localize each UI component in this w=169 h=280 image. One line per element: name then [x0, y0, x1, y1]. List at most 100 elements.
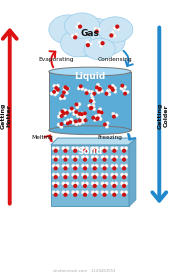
Circle shape	[98, 109, 101, 113]
Circle shape	[71, 190, 75, 194]
Circle shape	[101, 173, 104, 176]
Circle shape	[66, 155, 69, 159]
Circle shape	[109, 88, 112, 91]
Circle shape	[90, 94, 94, 97]
Ellipse shape	[64, 13, 100, 38]
Circle shape	[71, 155, 75, 159]
Circle shape	[124, 164, 128, 168]
Circle shape	[62, 190, 65, 194]
Circle shape	[96, 116, 100, 120]
Circle shape	[93, 27, 97, 31]
Circle shape	[102, 149, 107, 153]
Text: Liquid: Liquid	[74, 72, 105, 81]
Circle shape	[60, 114, 64, 118]
Circle shape	[78, 122, 81, 125]
Circle shape	[122, 193, 126, 197]
Circle shape	[101, 182, 104, 185]
Circle shape	[91, 164, 95, 168]
Circle shape	[83, 114, 86, 117]
Circle shape	[63, 97, 66, 100]
Circle shape	[73, 166, 77, 171]
Circle shape	[66, 119, 70, 122]
Circle shape	[71, 34, 74, 38]
Circle shape	[112, 115, 116, 119]
Circle shape	[112, 193, 116, 197]
Circle shape	[97, 110, 101, 114]
Circle shape	[78, 24, 82, 29]
Circle shape	[66, 146, 69, 150]
Circle shape	[75, 122, 78, 126]
Polygon shape	[51, 138, 136, 145]
Circle shape	[122, 89, 126, 93]
Circle shape	[92, 92, 96, 96]
Text: shutterstock.com · 1128463553: shutterstock.com · 1128463553	[53, 269, 115, 273]
Circle shape	[52, 90, 56, 94]
Circle shape	[114, 182, 118, 185]
Circle shape	[78, 112, 81, 116]
Circle shape	[95, 85, 99, 89]
Circle shape	[72, 109, 75, 112]
Circle shape	[75, 146, 79, 150]
Circle shape	[95, 155, 99, 159]
Circle shape	[111, 84, 114, 87]
Circle shape	[98, 40, 101, 44]
Circle shape	[112, 184, 116, 188]
Circle shape	[66, 164, 69, 168]
Circle shape	[71, 164, 75, 168]
Circle shape	[85, 182, 89, 185]
Circle shape	[120, 182, 124, 185]
Circle shape	[60, 94, 64, 98]
Circle shape	[66, 122, 70, 125]
Circle shape	[95, 182, 99, 185]
Circle shape	[124, 182, 128, 185]
Circle shape	[111, 31, 114, 34]
Circle shape	[92, 108, 96, 111]
Circle shape	[89, 106, 93, 110]
Circle shape	[54, 166, 58, 171]
Circle shape	[93, 157, 97, 162]
Circle shape	[83, 175, 87, 179]
Circle shape	[83, 166, 87, 171]
Circle shape	[80, 112, 84, 116]
Circle shape	[63, 149, 68, 153]
Circle shape	[105, 173, 108, 176]
Circle shape	[91, 146, 95, 150]
Circle shape	[86, 40, 89, 44]
Circle shape	[84, 89, 87, 92]
Circle shape	[92, 100, 95, 104]
Circle shape	[101, 146, 104, 150]
Text: Getting
Colder: Getting Colder	[158, 102, 169, 129]
Circle shape	[90, 106, 93, 110]
Circle shape	[113, 87, 117, 90]
Circle shape	[91, 173, 95, 176]
Circle shape	[52, 155, 56, 159]
Circle shape	[112, 157, 116, 162]
Circle shape	[81, 146, 85, 150]
Circle shape	[85, 164, 89, 168]
Circle shape	[73, 193, 77, 197]
Text: Gas: Gas	[80, 29, 99, 38]
Circle shape	[63, 88, 66, 92]
Circle shape	[110, 87, 114, 90]
Circle shape	[105, 164, 108, 168]
Circle shape	[91, 97, 94, 100]
Circle shape	[98, 87, 102, 91]
Circle shape	[115, 114, 118, 117]
Circle shape	[97, 114, 101, 118]
Circle shape	[54, 184, 58, 188]
Circle shape	[97, 28, 101, 31]
Circle shape	[76, 113, 79, 116]
Circle shape	[75, 190, 79, 194]
Circle shape	[56, 84, 59, 87]
Circle shape	[71, 121, 75, 124]
Text: Evaporating: Evaporating	[38, 57, 74, 62]
Circle shape	[107, 92, 111, 96]
Circle shape	[56, 190, 59, 194]
Circle shape	[98, 116, 101, 120]
Circle shape	[100, 89, 104, 93]
Circle shape	[74, 32, 78, 36]
Ellipse shape	[61, 29, 96, 57]
Circle shape	[56, 146, 59, 150]
Circle shape	[93, 166, 97, 171]
Circle shape	[57, 115, 61, 118]
